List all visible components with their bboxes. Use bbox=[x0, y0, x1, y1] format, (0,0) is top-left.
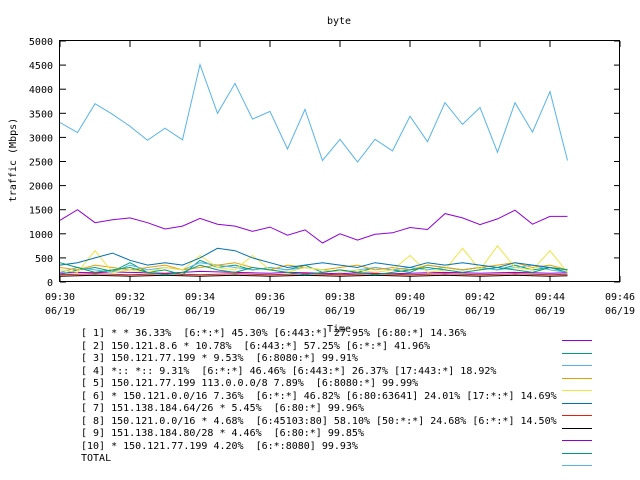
x-tick-date: 06/19 bbox=[45, 306, 75, 317]
y-tick-label: 2500 bbox=[29, 158, 53, 169]
x-tick-date: 06/19 bbox=[325, 306, 355, 317]
x-tick-time: 09:46 bbox=[605, 292, 635, 303]
y-tick-label: 1000 bbox=[29, 230, 53, 241]
y-tick-label: 5000 bbox=[29, 37, 53, 48]
x-tick-date: 06/19 bbox=[395, 306, 425, 317]
y-tick-label: 0 bbox=[47, 278, 53, 289]
y-tick-label: 3000 bbox=[29, 133, 53, 144]
legend-entry-label: TOTAL bbox=[81, 453, 112, 464]
x-tick-time: 09:36 bbox=[255, 292, 285, 303]
legend-entry-swatch bbox=[562, 340, 592, 341]
x-tick-time: 09:30 bbox=[45, 292, 75, 303]
series-line-6 bbox=[59, 247, 568, 271]
legend-entry-label: [ 7] 151.138.184.64/26 * 5.45% [6:80:*] … bbox=[81, 403, 364, 414]
plot-frame bbox=[59, 40, 620, 282]
legend-entry-swatch bbox=[562, 402, 592, 404]
x-tick-time: 09:40 bbox=[395, 292, 425, 303]
legend-entry-swatch bbox=[562, 452, 592, 454]
legend-entry-swatch bbox=[562, 365, 592, 366]
legend-entry-label: [ 8] 150.121.0.0/16 * 4.68% [6:45103:80]… bbox=[81, 415, 557, 427]
legend-entry-label: [ 5] 150.121.77.199 113.0.0.0/8 7.89% [6… bbox=[81, 378, 419, 389]
x-axis-label: Time bbox=[327, 324, 351, 335]
legend-entry-swatch bbox=[562, 352, 592, 354]
legend-entry-label: [ 2] 150.121.8.6 * 10.78% [6:443:*] 57.2… bbox=[81, 340, 431, 352]
legend-entry-label: [ 6] * 150.121.0.0/16 7.36% [6:*:*] 46.8… bbox=[81, 390, 557, 402]
x-tick-date: 06/19 bbox=[465, 306, 495, 317]
x-tick-time: 09:32 bbox=[115, 292, 145, 303]
series-line-11 bbox=[59, 62, 568, 163]
legend-entry-label: [ 9] 151.138.184.80/28 * 4.46% [6:80:*] … bbox=[81, 428, 364, 439]
x-tick-date: 06/19 bbox=[115, 306, 145, 317]
x-tick-time: 09:34 bbox=[185, 292, 215, 303]
x-tick-time: 09:44 bbox=[535, 292, 565, 303]
y-tick-label: 3500 bbox=[29, 109, 53, 120]
legend-entry-swatch bbox=[562, 390, 592, 391]
x-tick-date: 06/19 bbox=[185, 306, 215, 317]
legend-entry-swatch bbox=[562, 377, 592, 379]
legend-entry-swatch bbox=[562, 427, 592, 429]
legend-entry-swatch bbox=[562, 440, 592, 441]
series-line-8 bbox=[59, 274, 568, 277]
x-tick-date: 06/19 bbox=[535, 306, 565, 317]
x-tick-date: 06/19 bbox=[605, 306, 635, 317]
series-line-9 bbox=[59, 209, 568, 244]
y-tick-label: 4500 bbox=[29, 61, 53, 72]
legend-entry-swatch bbox=[562, 415, 592, 416]
y-tick-label: 500 bbox=[35, 254, 53, 265]
legend-entry-label: [ 4] *:: *:: 9.31% [6:*:*] 46.46% [6:443… bbox=[81, 365, 497, 377]
series-line-10 bbox=[59, 262, 568, 276]
chart-title: byte bbox=[327, 16, 351, 27]
y-tick-label: 4000 bbox=[29, 85, 53, 96]
series-line-1 bbox=[59, 270, 568, 275]
y-axis-label: traffic (Mbps) bbox=[8, 118, 19, 202]
y-tick-label: 2000 bbox=[29, 182, 53, 193]
x-tick-date: 06/19 bbox=[255, 306, 285, 317]
x-tick-time: 09:42 bbox=[465, 292, 495, 303]
legend-entry-label: [ 3] 150.121.77.199 * 9.53% [6:8080:*] 9… bbox=[81, 353, 358, 364]
legend-entry-swatch bbox=[562, 465, 592, 466]
legend-entry-label: [10] * 150.121.77.199 4.20% [6:*:8080] 9… bbox=[81, 440, 358, 452]
legend-entry-label: [ 1] * * 36.33% [6:*:*] 45.30% [6:443:*]… bbox=[81, 328, 467, 339]
x-tick-time: 09:38 bbox=[325, 292, 355, 303]
y-tick-label: 1500 bbox=[29, 206, 53, 217]
